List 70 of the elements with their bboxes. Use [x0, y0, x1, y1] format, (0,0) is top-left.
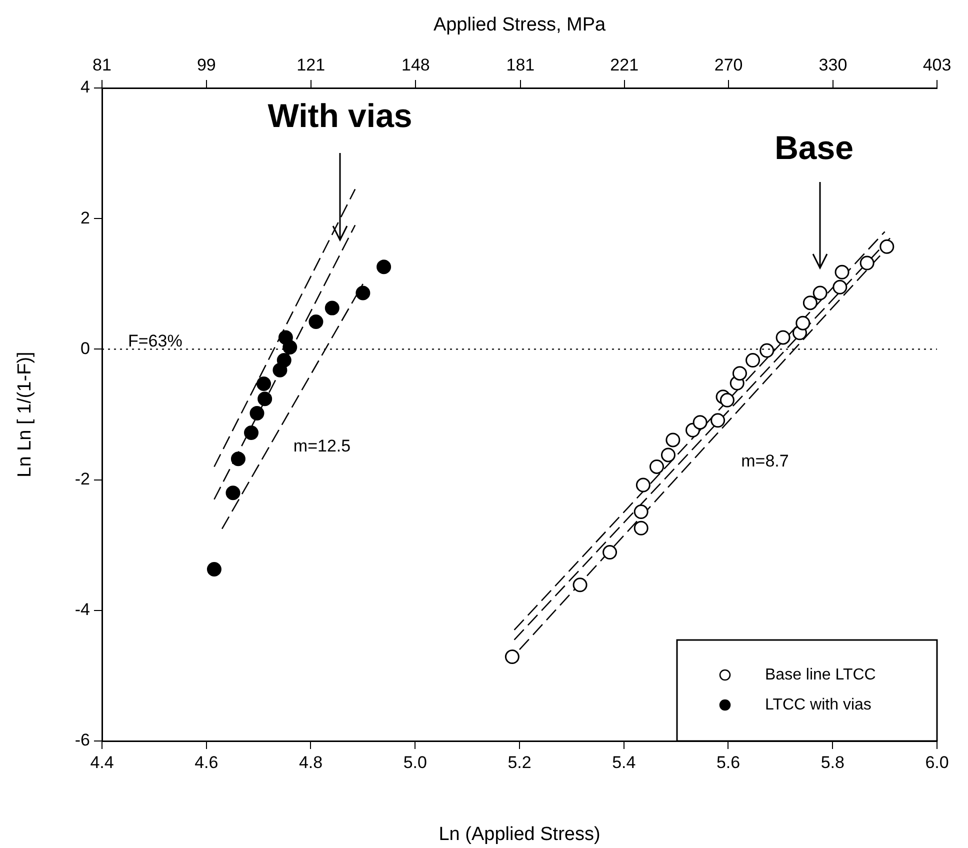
point — [796, 316, 810, 330]
x2-tick-label: 99 — [196, 55, 216, 74]
point — [812, 286, 828, 300]
y-tick-label: 0 — [80, 338, 90, 358]
x-tick-label: 4.6 — [194, 752, 218, 772]
point — [258, 392, 272, 406]
point — [880, 239, 894, 254]
y-tick-label: 2 — [80, 208, 90, 228]
x-tick-label: 5.6 — [716, 752, 740, 772]
point — [710, 413, 726, 428]
point — [834, 264, 850, 280]
point — [650, 459, 664, 474]
point — [504, 650, 520, 664]
point — [376, 260, 392, 274]
x2-tick-label: 403 — [922, 55, 952, 74]
point — [226, 486, 240, 500]
point — [634, 520, 648, 536]
annotation: With vias — [268, 97, 412, 134]
legend-label: Base line LTCC — [765, 666, 876, 684]
y-axis-title: Ln Ln [ 1/(1-F)] — [14, 352, 36, 478]
x-tick-label: 5.0 — [403, 752, 427, 772]
point — [230, 452, 246, 466]
annotation: F=63% — [128, 332, 182, 351]
y-tick-label: 4 — [80, 78, 90, 97]
annotation: m=8.7 — [741, 452, 789, 471]
x2-axis-title: Applied Stress, MPa — [433, 14, 606, 36]
x2-tick-label: 121 — [296, 55, 326, 74]
point — [244, 426, 259, 440]
point — [776, 330, 790, 345]
point — [860, 256, 874, 270]
y-tick-label: -2 — [74, 469, 90, 488]
point — [666, 432, 680, 448]
point — [308, 314, 324, 330]
point — [832, 280, 848, 294]
x2-tick-label: 221 — [610, 55, 639, 74]
x-tick-label: 5.4 — [612, 752, 636, 772]
x-tick-label: 5.8 — [820, 752, 844, 772]
annotation: Base — [774, 129, 854, 166]
point — [732, 366, 747, 381]
point — [760, 343, 774, 358]
point — [572, 578, 588, 592]
point — [276, 353, 292, 368]
x2-tick-label: 181 — [506, 55, 535, 74]
x-tick-label: 4.4 — [90, 752, 114, 772]
x2-tick-label: 330 — [818, 55, 848, 74]
point — [636, 478, 650, 492]
point — [634, 504, 648, 520]
x-tick-label: 6.0 — [925, 752, 949, 772]
y-tick-label: -6 — [74, 730, 90, 750]
point — [356, 286, 370, 300]
x-axis-title: Ln (Applied Stress) — [438, 824, 600, 845]
x2-tick-label: 270 — [714, 55, 743, 74]
x2-tick-label: 81 — [92, 55, 112, 74]
annotation: m=12.5 — [293, 436, 351, 456]
point — [206, 562, 222, 577]
point — [250, 406, 264, 420]
x-tick-label: 4.8 — [298, 752, 323, 772]
point — [802, 296, 818, 310]
x2-tick-label: 148 — [402, 55, 430, 74]
point — [692, 415, 708, 430]
point — [282, 340, 298, 354]
point — [720, 392, 734, 408]
point — [324, 300, 340, 316]
point — [746, 353, 760, 368]
point — [602, 545, 618, 560]
x-tick-label: 5.2 — [508, 752, 532, 772]
legend-label: LTCC with vias — [765, 696, 872, 714]
point — [256, 376, 272, 392]
y-tick-label: -4 — [74, 600, 90, 620]
point — [660, 448, 676, 462]
